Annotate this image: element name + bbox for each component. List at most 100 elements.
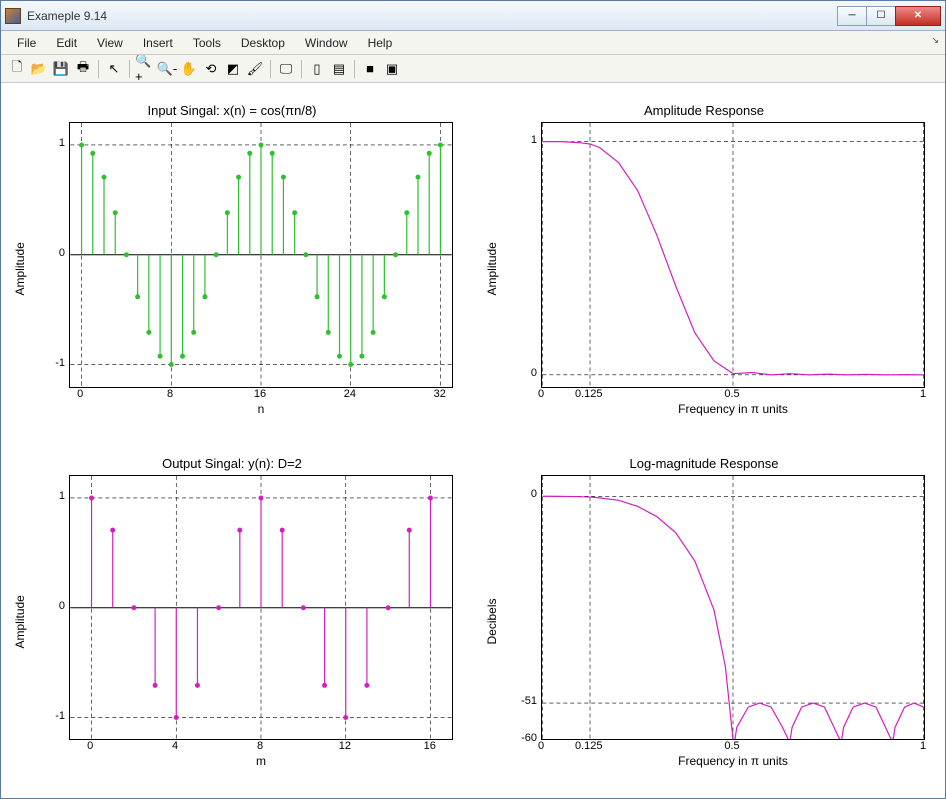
toolbar-separator [354, 60, 355, 78]
pointer-icon[interactable]: ↖ [104, 59, 124, 79]
ytick-label: -1 [55, 357, 65, 369]
colorbar-icon[interactable]: ▯ [307, 59, 327, 79]
zoom-out-icon[interactable]: 🔍- [157, 59, 177, 79]
ylabel: Amplitude [11, 122, 29, 416]
xticks-output: 0481216 [69, 740, 453, 754]
new-figure-icon[interactable]: 🗋 [7, 59, 27, 79]
data-cursor-icon[interactable]: ◩ [223, 59, 243, 79]
canvas-input [70, 123, 452, 387]
xtick-label: 0.125 [575, 740, 603, 752]
menu-desktop[interactable]: Desktop [233, 34, 293, 52]
matlab-icon [5, 8, 21, 24]
window-buttons: ─ ☐ ✕ [838, 6, 941, 26]
xtick-label: 8 [257, 740, 263, 752]
maximize-button[interactable]: ☐ [866, 6, 896, 26]
menu-edit[interactable]: Edit [48, 34, 85, 52]
plot-title: Amplitude Response [644, 103, 764, 118]
xtick-label: 0 [538, 740, 544, 752]
plot-title: Log-magnitude Response [630, 456, 779, 471]
xtick-label: 32 [434, 388, 446, 400]
rotate-icon[interactable]: ⟲ [201, 59, 221, 79]
ylabel: Decibels [483, 475, 501, 769]
subplot-output: Output Singal: y(n): D=2 Amplitude -101 … [11, 456, 453, 769]
toolbar-separator [98, 60, 99, 78]
ytick-label: 1 [531, 134, 537, 146]
xtick-label: 0 [77, 388, 83, 400]
show-tools-icon[interactable]: ▣ [382, 59, 402, 79]
xtick-label: 1 [920, 740, 926, 752]
axes-logmag[interactable] [541, 475, 925, 741]
axes-output[interactable] [69, 475, 453, 741]
menu-insert[interactable]: Insert [135, 34, 181, 52]
link-icon[interactable]: 🖵 [276, 59, 296, 79]
toolbar-separator [270, 60, 271, 78]
minimize-button[interactable]: ─ [837, 6, 867, 26]
pan-icon[interactable]: ✋ [179, 59, 199, 79]
menu-tools[interactable]: Tools [185, 34, 229, 52]
axes-amp[interactable] [541, 122, 925, 388]
xtick-label: 24 [344, 388, 356, 400]
menu-help[interactable]: Help [360, 34, 401, 52]
ylabel: Amplitude [483, 122, 501, 416]
xlabel: m [69, 754, 453, 768]
yticks-amp: 01 [501, 122, 541, 388]
titlebar[interactable]: Exameple 9.14 ─ ☐ ✕ [1, 1, 945, 31]
xtick-label: 1 [920, 388, 926, 400]
close-button[interactable]: ✕ [895, 6, 941, 26]
subplot-grid: Input Singal: x(n) = cos(πn/8) Amplitude… [11, 103, 925, 768]
xtick-label: 0 [538, 388, 544, 400]
toolbar-separator [301, 60, 302, 78]
window-title: Exameple 9.14 [27, 9, 838, 23]
canvas-output [70, 476, 452, 740]
xtick-label: 16 [254, 388, 266, 400]
ytick-label: 1 [59, 137, 65, 149]
ytick-label: -1 [55, 710, 65, 722]
xtick-label: 4 [172, 740, 178, 752]
yticks-logmag: -60-510 [501, 475, 541, 741]
plot-title: Output Singal: y(n): D=2 [162, 456, 302, 471]
xlabel: n [69, 402, 453, 416]
ytick-label: 1 [59, 490, 65, 502]
xticks-input: 0 8 16 24 32 [69, 388, 453, 402]
ytick-label: 0 [59, 247, 65, 259]
menu-window[interactable]: Window [297, 34, 356, 52]
xtick-label: 8 [167, 388, 173, 400]
plot-title: Input Singal: x(n) = cos(πn/8) [147, 103, 316, 118]
menu-file[interactable]: File [9, 34, 44, 52]
toolbar: 🗋📂💾🖶 ↖ 🔍+🔍-✋⟲◩🖌 🖵 ▯▤ ■▣ [1, 55, 945, 83]
legend-icon[interactable]: ▤ [329, 59, 349, 79]
ytick-label: -51 [521, 695, 537, 707]
print-icon[interactable]: 🖶 [73, 59, 93, 79]
ylabel: Amplitude [11, 475, 29, 769]
xtick-label: 0.5 [724, 388, 739, 400]
yticks-output: -1 0 1 [29, 475, 69, 741]
menu-view[interactable]: View [89, 34, 131, 52]
toolbar-separator [129, 60, 130, 78]
xticks-logmag: 0 0.125 0.5 1 [541, 740, 925, 754]
zoom-in-icon[interactable]: 🔍+ [135, 59, 155, 79]
ytick-label: -60 [521, 732, 537, 744]
axes-input[interactable] [69, 122, 453, 388]
xlabel: Frequency in π units [541, 754, 925, 768]
xtick-label: 0 [87, 740, 93, 752]
subplot-logmag: Log-magnitude Response Decibels -60 -51 0 … [483, 456, 925, 769]
hide-tools-icon[interactable]: ■ [360, 59, 380, 79]
ytick-label: 0 [59, 600, 65, 612]
figure-area: Input Singal: x(n) = cos(πn/8) Amplitude… [1, 83, 945, 798]
ytick-label: 0 [531, 367, 537, 379]
menubar: FileEditViewInsertToolsDesktopWindowHelp… [1, 31, 945, 55]
save-icon[interactable]: 💾 [51, 59, 71, 79]
brush-icon[interactable]: 🖌 [245, 59, 265, 79]
yticks-input: -1 0 1 [29, 122, 69, 388]
xlabel: Frequency in π units [541, 402, 925, 416]
subplot-input: Input Singal: x(n) = cos(πn/8) Amplitude… [11, 103, 453, 416]
xticks-amp: 0 0.125 0.5 1 [541, 388, 925, 402]
toolbar-expand-icon[interactable]: ↘ [931, 35, 939, 46]
xtick-label: 0.5 [724, 740, 739, 752]
xtick-label: 0.125 [575, 388, 603, 400]
open-icon[interactable]: 📂 [29, 59, 49, 79]
xtick-label: 12 [339, 740, 351, 752]
canvas-logmag [542, 476, 924, 740]
canvas-amp [542, 123, 924, 387]
figure-window: Exameple 9.14 ─ ☐ ✕ FileEditViewInsertTo… [0, 0, 946, 799]
